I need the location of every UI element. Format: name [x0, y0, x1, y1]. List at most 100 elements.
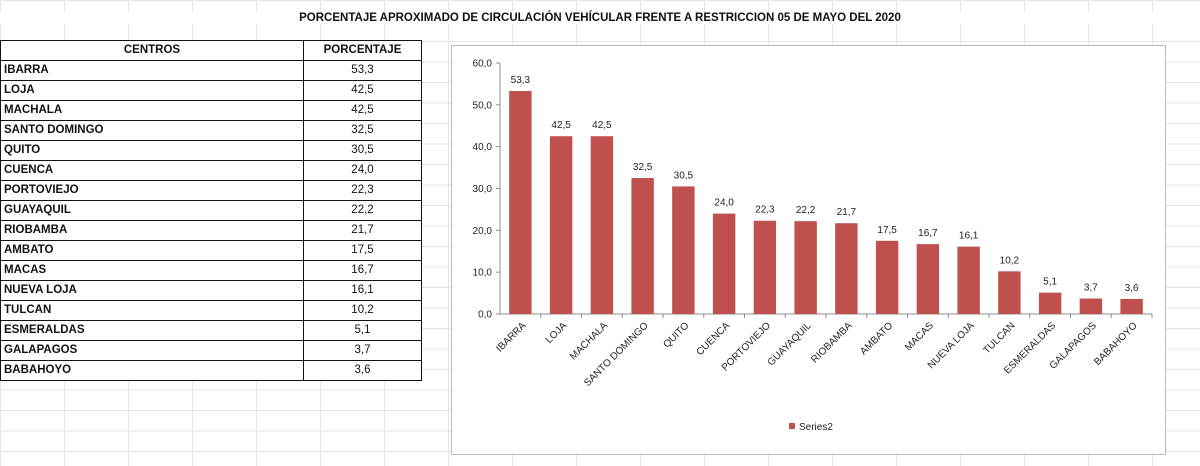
- cell-porcentaje: 16,7: [303, 260, 422, 281]
- y-tick-label: 60,0: [473, 59, 493, 70]
- category-label: BABAHOYO: [1092, 320, 1140, 368]
- category-label: MACHALA: [568, 320, 610, 362]
- cell-centro: NUEVA LOJA: [0, 280, 304, 301]
- cell-centro: MACAS: [0, 260, 304, 281]
- bar: [712, 213, 736, 314]
- bar: [590, 136, 614, 314]
- y-tick-label: 30,0: [473, 184, 493, 195]
- category-label: MACAS: [903, 320, 936, 353]
- page-title-text: PORCENTAJE APROXIMADO DE CIRCULACIÓN VEH…: [293, 12, 907, 24]
- cell-centro: QUITO: [0, 140, 304, 161]
- table-row: MACAS 16,7: [0, 260, 422, 281]
- category-label: QUITO: [661, 320, 691, 350]
- cell-porcentaje: 53,3: [303, 60, 422, 81]
- bar: [1120, 298, 1143, 314]
- bar: [794, 221, 817, 314]
- data-label: 16,1: [959, 231, 979, 242]
- table-row: ESMERALDAS 5,1: [0, 320, 422, 341]
- cell-centro: BABAHOYO: [0, 360, 304, 381]
- data-label: 24,0: [714, 198, 734, 209]
- cell-porcentaje: 24,0: [303, 160, 422, 181]
- table-row: GALAPAGOS 3,7: [0, 340, 422, 361]
- bar: [672, 186, 695, 314]
- cell-centro: GUAYAQUIL: [0, 200, 304, 221]
- y-tick-label: 20,0: [473, 226, 493, 237]
- cell-centro: RIOBAMBA: [0, 220, 304, 241]
- data-label: 53,3: [511, 75, 531, 86]
- data-label: 42,5: [592, 120, 612, 131]
- y-tick-label: 50,0: [473, 100, 493, 111]
- cell-centro: IBARRA: [0, 60, 304, 81]
- cell-porcentaje: 21,7: [303, 220, 422, 241]
- category-label: CUENCA: [695, 320, 733, 358]
- y-tick-label: 10,0: [473, 268, 493, 279]
- cell-centro: LOJA: [0, 80, 304, 101]
- cell-centro: PORTOVIEJO: [0, 180, 304, 201]
- data-label: 30,5: [674, 170, 694, 181]
- bar: [631, 178, 654, 314]
- bar: [916, 244, 940, 314]
- bar: [998, 271, 1021, 314]
- table-row: RIOBAMBA 21,7: [0, 220, 422, 241]
- cell-porcentaje: 42,5: [303, 100, 422, 121]
- legend-label: Series2: [799, 422, 833, 433]
- cell-porcentaje: 30,5: [303, 140, 422, 161]
- bar-chart: 0,0 10,0 20,0 30,0 40,0 50,0 60,0 53,3 IBARRA 42,…: [473, 59, 1153, 433]
- data-label: 22,2: [796, 205, 816, 216]
- cell-porcentaje: 3,7: [303, 340, 422, 361]
- cell-porcentaje: 10,2: [303, 300, 422, 321]
- data-label: 21,7: [837, 207, 857, 218]
- bar: [835, 223, 858, 314]
- table-row: QUITO 30,5: [0, 140, 422, 161]
- cell-porcentaje: 32,5: [303, 120, 422, 141]
- bar: [957, 246, 980, 314]
- data-label: 22,3: [755, 205, 775, 216]
- cell-porcentaje: 5,1: [303, 320, 422, 341]
- category-label: IBARRA: [494, 320, 528, 354]
- column-header-centros: CENTROS: [0, 40, 304, 61]
- data-label: 3,6: [1125, 283, 1139, 294]
- table-row: MACHALA 42,5: [0, 100, 422, 121]
- bar: [509, 91, 532, 314]
- table-row: BABAHOYO 3,6: [0, 360, 422, 381]
- data-label: 3,7: [1084, 283, 1098, 294]
- page-title: PORCENTAJE APROXIMADO DE CIRCULACIÓN VEH…: [0, 12, 1200, 24]
- table-header-row: CENTROS PORCENTAJE: [0, 40, 422, 61]
- data-label: 17,5: [877, 225, 897, 236]
- cell-centro: AMBATO: [0, 240, 304, 261]
- bar: [875, 240, 899, 314]
- bar: [549, 136, 573, 314]
- table-row: AMBATO 17,5: [0, 240, 422, 261]
- cell-centro: ESMERALDAS: [0, 320, 304, 341]
- column-header-porcentaje: PORCENTAJE: [303, 40, 422, 61]
- table-row: SANTO DOMINGO 32,5: [0, 120, 422, 141]
- cell-porcentaje: 22,2: [303, 200, 422, 221]
- data-table: CENTROS PORCENTAJE IBARRA 53,3 LOJA 42,5 MAC…: [0, 40, 422, 381]
- cell-centro: CUENCA: [0, 160, 304, 181]
- category-label: AMBATO: [858, 320, 895, 357]
- cell-centro: SANTO DOMINGO: [0, 120, 304, 141]
- category-label: LOJA: [544, 320, 570, 346]
- chart-area: 0,0 10,0 20,0 30,0 40,0 50,0 60,0 53,3 IBARRA 42,…: [451, 45, 1166, 455]
- cell-centro: MACHALA: [0, 100, 304, 121]
- table-row: PORTOVIEJO 22,3: [0, 180, 422, 201]
- y-tick-label: 0,0: [478, 310, 492, 321]
- table-row: TULCAN 10,2: [0, 300, 422, 321]
- category-label: RIOBAMBA: [809, 320, 854, 365]
- data-label: 42,5: [551, 120, 571, 131]
- table-row: CUENCA 24,0: [0, 160, 422, 181]
- legend-swatch: [789, 423, 795, 429]
- cell-porcentaje: 3,6: [303, 360, 422, 381]
- category-label: TULCAN: [981, 320, 1017, 356]
- cell-centro: TULCAN: [0, 300, 304, 321]
- bar: [753, 220, 777, 314]
- bar: [1038, 292, 1062, 314]
- table-row: IBARRA 53,3: [0, 60, 422, 81]
- cell-centro: GALAPAGOS: [0, 340, 304, 361]
- cell-porcentaje: 16,1: [303, 280, 422, 301]
- data-label: 5,1: [1043, 277, 1057, 288]
- cell-porcentaje: 42,5: [303, 80, 422, 101]
- data-label: 16,7: [918, 228, 938, 239]
- table-row: GUAYAQUIL 22,2: [0, 200, 422, 221]
- category-label: GUAYAQUIL: [766, 320, 814, 368]
